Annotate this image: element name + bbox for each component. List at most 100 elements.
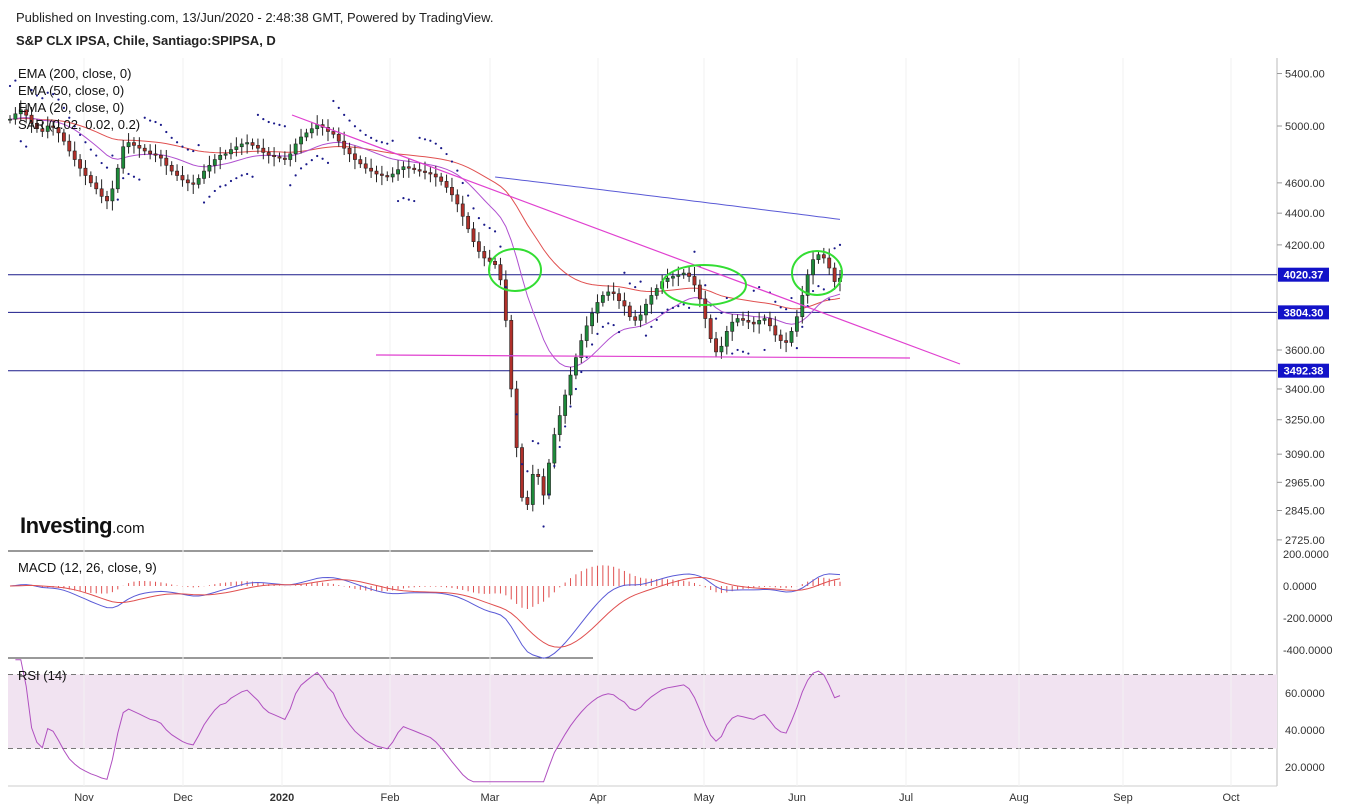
sar-dot (467, 194, 470, 197)
sar-dot (741, 350, 745, 353)
sar-dot (192, 149, 195, 153)
candle (428, 167, 433, 183)
macd-tick-label: 0.0000 (1283, 581, 1317, 593)
sar-dot (547, 493, 551, 496)
candle-body (185, 179, 190, 184)
rsi-label: RSI (14) (18, 668, 67, 683)
candle (805, 269, 810, 304)
candle-body (784, 340, 789, 343)
candle (390, 167, 395, 183)
candle (169, 161, 174, 176)
candle (816, 250, 821, 264)
price-axis: 5400.00 5000.00 4600.00 4400.00 4200.00 3600.… (1277, 69, 1333, 774)
sar-dot (370, 136, 373, 139)
candle (433, 165, 438, 187)
sar-dot (569, 405, 572, 408)
sar-dot (181, 145, 184, 148)
sar-dot (639, 280, 642, 283)
candle-body (45, 125, 50, 132)
candle (450, 177, 454, 202)
price-tick-label: 2965.00 (1285, 477, 1325, 489)
sar-dot (542, 525, 545, 528)
candle-body (503, 279, 508, 321)
candle (681, 268, 686, 279)
rsi-line (15, 659, 841, 783)
price-level-label: 3804.30 (1284, 307, 1324, 319)
candle-body (406, 166, 411, 169)
sar-dot (580, 370, 583, 374)
candle (746, 310, 751, 330)
candle (218, 147, 223, 170)
sar-dot (612, 323, 615, 327)
candle (358, 155, 363, 168)
price-level-label: 4020.37 (1284, 270, 1324, 282)
sar-dot (520, 463, 524, 466)
sar-dot (229, 179, 233, 183)
candle-body (590, 312, 594, 327)
sar-dot (828, 298, 831, 301)
sar-dot (450, 160, 454, 163)
candle-body (142, 147, 147, 152)
candle (735, 314, 740, 327)
sar-dot (219, 185, 222, 188)
macd-pane (9, 565, 841, 659)
candle-body (261, 147, 266, 153)
candle-body (148, 150, 153, 155)
sar-dot (68, 116, 71, 119)
candle-body (272, 154, 276, 157)
candle-body (617, 293, 621, 301)
macd-tick-label: -400.0000 (1283, 645, 1333, 657)
candle (536, 468, 541, 485)
candle-body (369, 167, 374, 172)
candle (832, 262, 837, 290)
candle (482, 245, 487, 267)
candle-body (741, 318, 745, 321)
sar-dot (725, 296, 728, 300)
candle-body (520, 447, 524, 498)
price-tick-label: 4200.00 (1285, 240, 1325, 252)
candle-body (444, 181, 449, 188)
candle (697, 279, 702, 308)
candle-body (293, 143, 298, 155)
candle (342, 131, 347, 156)
candle (417, 162, 422, 177)
sar-dot (396, 199, 400, 203)
candle (595, 294, 600, 323)
rsi-tick-label: 20.0000 (1285, 762, 1325, 774)
sar-dot (149, 119, 152, 122)
sar-dot (159, 123, 163, 126)
sar-dot (240, 174, 243, 177)
candle-body (229, 149, 233, 155)
candle (45, 116, 50, 139)
candle-body (638, 314, 643, 321)
price-level-box (1278, 305, 1329, 320)
sar-dot (175, 141, 179, 144)
candle-body (627, 305, 632, 318)
candle-body (789, 331, 794, 343)
candle (622, 292, 627, 316)
sar-dot (472, 207, 475, 210)
candle-body (762, 318, 767, 321)
month-tick-label: Nov (74, 792, 94, 804)
candle (439, 172, 444, 186)
annotations (488, 248, 843, 306)
sar-dot (596, 332, 599, 335)
candle-body (665, 277, 670, 282)
candle (336, 127, 341, 147)
candle (94, 176, 99, 195)
candle-body (805, 274, 810, 296)
horizontal-levels: 4020.37 3804.30 3492.38 (8, 267, 1329, 378)
candle-body (256, 145, 260, 149)
price-tick-label: 2725.00 (1285, 535, 1325, 547)
candle (471, 222, 476, 248)
month-tick-label: Aug (1009, 792, 1029, 804)
candle-body (412, 167, 417, 170)
candle (24, 104, 29, 124)
sar-dot (132, 175, 136, 178)
candle (159, 149, 163, 167)
candle (751, 316, 756, 333)
candle-body (751, 321, 756, 325)
month-tick-label: Mar (481, 792, 500, 804)
candle (8, 115, 12, 124)
